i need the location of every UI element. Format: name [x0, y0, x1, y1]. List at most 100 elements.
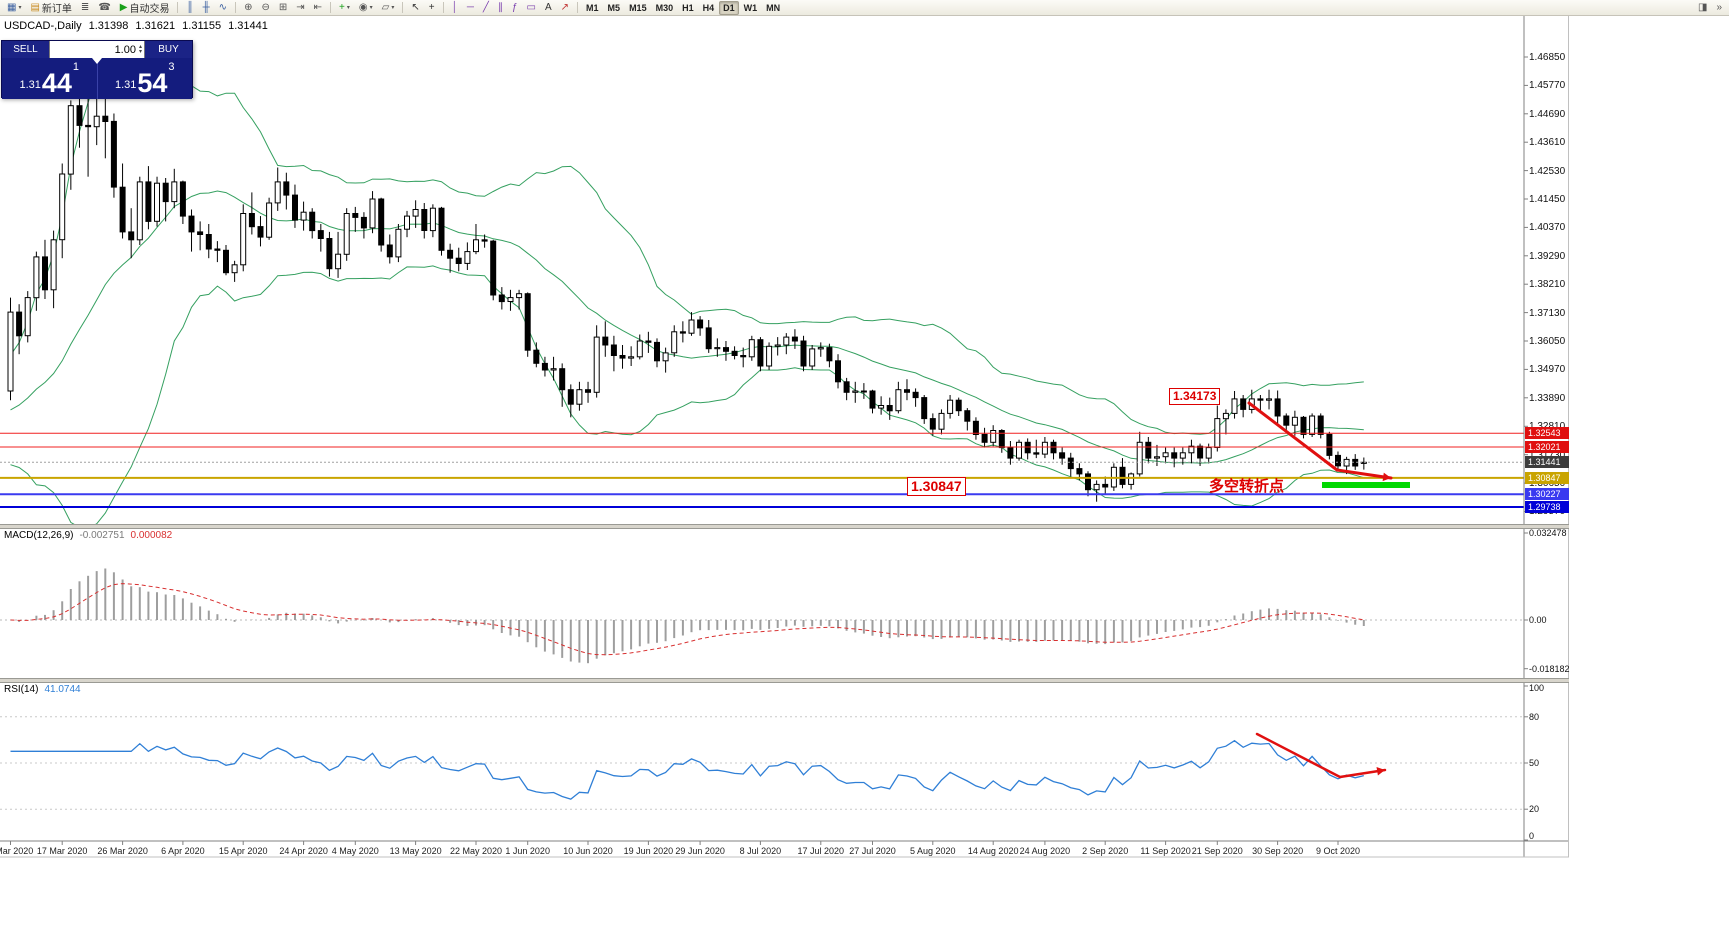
charts-window-button[interactable]: ▦ ▾ — [3, 1, 25, 15]
date-axis-label: 30 Sep 2020 — [1252, 846, 1304, 856]
date-axis-label: 14 Aug 2020 — [967, 846, 1019, 856]
timeframe-m30-button[interactable]: M30 — [652, 1, 678, 15]
arrows-button[interactable]: ↗ — [557, 1, 573, 15]
candle-body — [619, 355, 626, 359]
time-periods-button[interactable]: ◉ ▾ — [355, 1, 377, 15]
candle-body — [1119, 466, 1126, 485]
candle-body — [1171, 452, 1178, 459]
rsi-trend-arrow[interactable] — [1255, 732, 1387, 779]
new-order-button[interactable]: ▤ 新订单 — [26, 1, 75, 15]
timeframe-h4-button[interactable]: H4 — [699, 1, 719, 15]
timeframe-w1-button-label: W1 — [743, 2, 758, 13]
high-value: 1.31621 — [135, 20, 176, 32]
line-chart-button[interactable]: ∿ — [215, 1, 231, 15]
alerts-button[interactable]: ☎ — [94, 1, 114, 15]
candle-body — [1179, 452, 1186, 459]
price-axis-label: 1.43610 — [1529, 137, 1566, 149]
rsi-pane[interactable] — [0, 716, 1524, 810]
sell-price-button[interactable]: 1.31 44 1 — [2, 58, 97, 99]
candle-body — [266, 202, 273, 238]
candle-body — [7, 311, 14, 392]
zoom-in-button[interactable]: ⊕ — [240, 1, 256, 15]
candle-body — [748, 339, 755, 358]
vertical-line-button[interactable]: │ — [448, 1, 462, 15]
candle-body — [76, 105, 83, 126]
timeframe-w1-button[interactable]: W1 — [740, 1, 762, 15]
volume-up-icon[interactable]: ▴ — [138, 43, 142, 50]
peak-price-annotation[interactable]: 1.34173 — [1169, 388, 1221, 405]
pane-separator[interactable] — [0, 678, 1569, 683]
date-axis-label: 1 Jun 2020 — [505, 846, 550, 856]
chart-shift-button[interactable]: ⇤ — [310, 1, 326, 15]
rsi-indicator-label: RSI(14) 41.0744 — [4, 684, 81, 695]
timeframe-m15-button[interactable]: M15 — [625, 1, 651, 15]
support-highlight-bar[interactable] — [1322, 482, 1410, 488]
rsi-scale-label: 0 — [1529, 831, 1535, 841]
trendline-button[interactable]: ╱ — [479, 1, 493, 15]
candle-body — [326, 238, 333, 270]
auto-scroll-button[interactable]: ⇥ — [292, 1, 308, 15]
macd-pane[interactable] — [0, 568, 1524, 664]
candle-body — [774, 344, 781, 347]
timeframe-d1-button[interactable]: D1 — [719, 0, 739, 15]
candle-body — [145, 181, 152, 222]
indicators-button[interactable]: + ▾ — [335, 1, 354, 15]
bar-chart-button[interactable]: ║ — [182, 1, 197, 15]
main-chart-pane[interactable] — [0, 44, 1524, 529]
candle-body — [317, 230, 324, 240]
auto-trading-button[interactable]: ▶ 自动交易 — [116, 1, 174, 15]
pane-separator[interactable] — [0, 524, 1569, 529]
sell-button[interactable]: SELL — [2, 41, 49, 58]
dock-button[interactable]: ◨ — [1694, 1, 1711, 15]
candlestick-chart-button[interactable]: ╫ — [199, 1, 214, 15]
shapes-button[interactable]: ▭ — [523, 1, 540, 15]
candle-body — [679, 331, 686, 334]
price-axis-label: 1.45770 — [1529, 80, 1566, 92]
crosshair-button[interactable]: + — [425, 1, 439, 15]
candle-body — [585, 389, 591, 393]
channel-button[interactable]: ∥ — [494, 1, 507, 15]
cursor-button[interactable]: ↖ — [407, 1, 423, 15]
templates-button[interactable]: ▱ ▾ — [378, 1, 399, 15]
timeframe-m5-button-label: M5 — [607, 2, 621, 13]
toolbar-overflow-button[interactable]: » — [1712, 1, 1726, 15]
buy-button[interactable]: BUY — [145, 41, 192, 58]
turning-point-text[interactable]: 多空转折点 — [1209, 478, 1285, 495]
buy-price-button[interactable]: 1.31 54 3 — [98, 58, 193, 99]
trend-arrow-1[interactable] — [1247, 401, 1393, 480]
date-axis-label: 17 Jul 2020 — [797, 846, 845, 856]
macd-main-value: -0.002751 — [79, 530, 125, 541]
candle-body — [300, 211, 307, 221]
candle-body — [524, 293, 531, 351]
chart-ohlc-info: USDCAD-,Daily 1.31398 1.31621 1.31155 1.3144… — [4, 20, 275, 32]
candle-body — [386, 244, 393, 258]
date-axis-label: 10 Jun 2020 — [563, 846, 613, 856]
volume-down-icon[interactable]: ▾ — [138, 48, 142, 55]
timeframe-m1-button[interactable]: M1 — [582, 1, 603, 15]
toolbar-separator — [402, 2, 404, 13]
candle-body — [352, 213, 359, 218]
zoom-out-button[interactable]: ⊖ — [257, 1, 273, 15]
toolbar: ▦ ▾ ▤ 新订单 ≣ ☎ ▶ 自动交易 ║ ╫ ∿ ⊕ ⊖ ⊞ ⇥ ⇤ + ▾ ◉ ▾ ▱ ▾ ↖ + │ ─ ╱ ∥ ƒ ▭ A ↗ M1 M… — [0, 0, 1729, 16]
text-button[interactable]: A — [541, 1, 556, 15]
auto-trading-button-label: 自动交易 — [129, 4, 170, 15]
volume-input[interactable]: 1.00 ▴ ▾ — [49, 41, 145, 58]
timeframe-mn-button[interactable]: MN — [762, 1, 784, 15]
volume-stepper[interactable]: ▴ ▾ — [138, 43, 142, 55]
chart-list-button[interactable]: ≣ — [77, 1, 93, 15]
rsi-name: RSI(14) — [4, 684, 39, 695]
support-price-annotation[interactable]: 1.30847 — [907, 477, 966, 496]
date-axis-label: 22 May 2020 — [449, 846, 503, 856]
candle-body — [404, 215, 410, 230]
chart-annotations[interactable] — [1247, 401, 1410, 779]
timeframe-m5-button[interactable]: M5 — [604, 1, 625, 15]
date-axis-label: 17 Mar 2020 — [36, 846, 88, 856]
fibonacci-button[interactable]: ƒ — [508, 1, 522, 15]
macd-scale-label: -0.018182 — [1529, 663, 1570, 674]
templates-button-caret-icon: ▾ — [391, 5, 395, 11]
tile-windows-button[interactable]: ⊞ — [275, 1, 291, 15]
candle-body — [697, 319, 704, 329]
horizontal-line-button[interactable]: ─ — [463, 1, 478, 15]
timeframe-h1-button[interactable]: H1 — [678, 1, 698, 15]
